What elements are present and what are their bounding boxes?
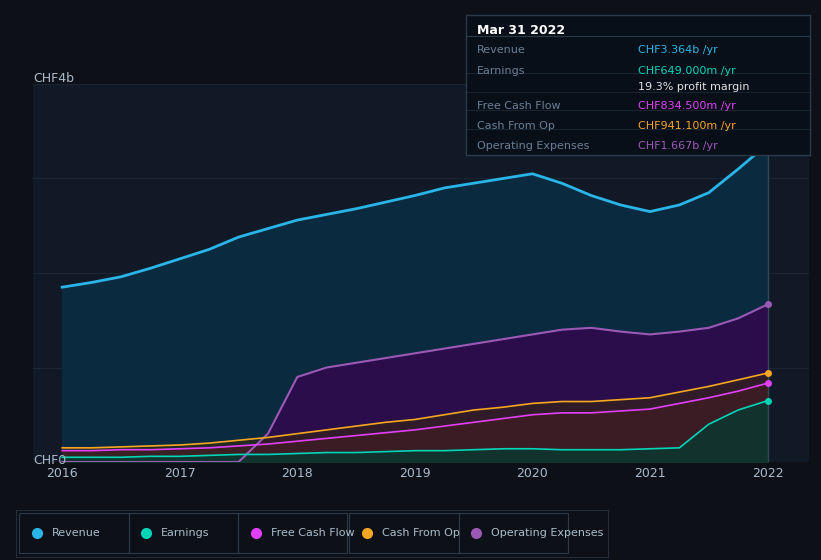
Text: Free Cash Flow: Free Cash Flow: [477, 101, 560, 111]
Text: Earnings: Earnings: [477, 67, 525, 76]
Text: CHF0: CHF0: [33, 454, 66, 466]
Text: Cash From Op: Cash From Op: [382, 529, 460, 538]
Text: CHF3.364b /yr: CHF3.364b /yr: [638, 45, 718, 55]
Text: CHF4b: CHF4b: [33, 72, 74, 85]
Text: Cash From Op: Cash From Op: [477, 121, 554, 131]
Text: CHF941.100m /yr: CHF941.100m /yr: [638, 121, 736, 131]
Text: Revenue: Revenue: [52, 529, 101, 538]
Text: Operating Expenses: Operating Expenses: [491, 529, 603, 538]
Text: Operating Expenses: Operating Expenses: [477, 141, 589, 151]
Text: 19.3% profit margin: 19.3% profit margin: [638, 82, 750, 92]
Text: Earnings: Earnings: [161, 529, 209, 538]
Text: Mar 31 2022: Mar 31 2022: [477, 25, 565, 38]
Text: Free Cash Flow: Free Cash Flow: [271, 529, 354, 538]
Text: Revenue: Revenue: [477, 45, 525, 55]
Text: CHF649.000m /yr: CHF649.000m /yr: [638, 67, 736, 76]
Text: CHF1.667b /yr: CHF1.667b /yr: [638, 141, 718, 151]
Text: CHF834.500m /yr: CHF834.500m /yr: [638, 101, 736, 111]
